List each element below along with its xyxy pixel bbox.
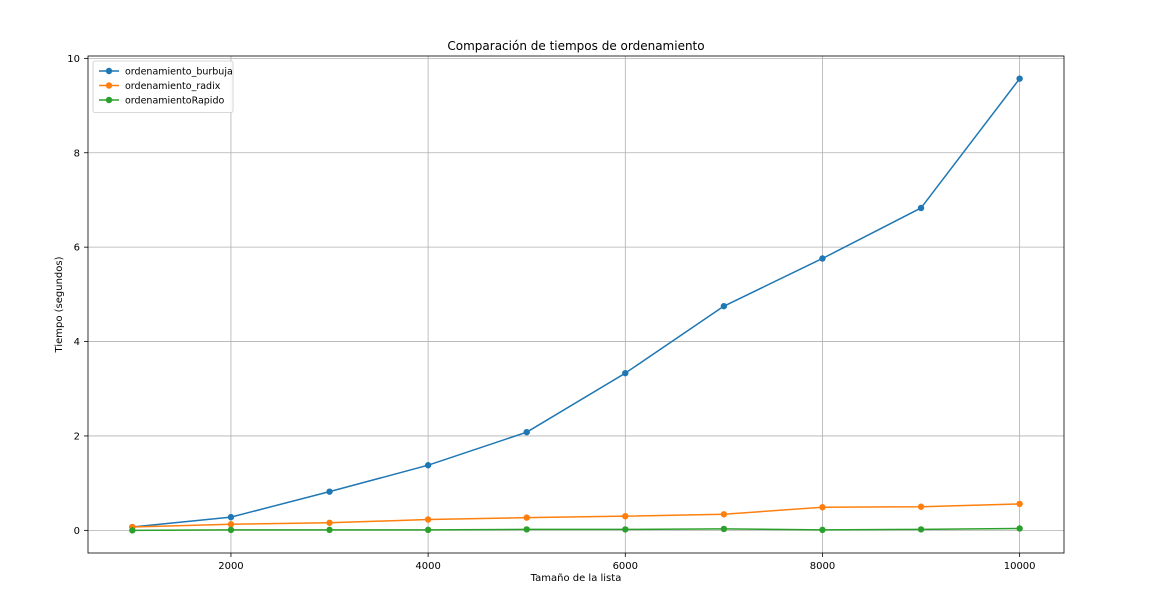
data-point bbox=[326, 519, 333, 526]
legend-marker bbox=[105, 82, 113, 89]
data-point bbox=[227, 521, 235, 528]
series-line bbox=[132, 503, 1020, 528]
x-tick-label: 4000 bbox=[415, 561, 440, 572]
data-point bbox=[326, 488, 333, 495]
data-point bbox=[917, 503, 925, 510]
legend: ordenamiento_burbuja ordenamiento_radixor… bbox=[92, 60, 234, 113]
legend-label: ordenamientoRapido bbox=[125, 96, 224, 107]
axis-ticks: 2000 4000 6000 8000 10000 0 2 4 6 8 10 bbox=[67, 54, 1035, 572]
data-point bbox=[1016, 525, 1023, 532]
data-point bbox=[917, 204, 925, 212]
data-point bbox=[622, 526, 629, 533]
data-point bbox=[819, 526, 826, 534]
data-point bbox=[424, 526, 432, 534]
data-point bbox=[424, 462, 432, 469]
data-point bbox=[227, 526, 235, 534]
data-point bbox=[917, 526, 925, 533]
legend-marker bbox=[105, 96, 113, 104]
y-axis-title: Tiempo (segundos) bbox=[54, 256, 65, 353]
plot-frame bbox=[87, 55, 1065, 554]
data-point bbox=[819, 504, 826, 511]
x-axis-title: Tamaño de la lista bbox=[530, 573, 622, 584]
x-tick-label: 10000 bbox=[1004, 561, 1036, 572]
y-tick-label: 4 bbox=[74, 337, 80, 348]
chart-title: Comparación de tiempos de ordenamiento bbox=[447, 39, 704, 53]
y-tick-label: 0 bbox=[74, 526, 80, 537]
series-line bbox=[132, 527, 1020, 532]
data-point bbox=[523, 428, 530, 436]
y-tick-label: 10 bbox=[67, 54, 80, 65]
y-tick-label: 8 bbox=[74, 148, 80, 159]
data-point bbox=[720, 525, 728, 533]
y-tick-label: 6 bbox=[74, 243, 80, 254]
data-point bbox=[819, 255, 826, 262]
data-point bbox=[622, 369, 629, 377]
data-point bbox=[1016, 500, 1023, 508]
x-tick-label: 6000 bbox=[613, 561, 638, 572]
data-point bbox=[523, 514, 530, 521]
legend-marker bbox=[105, 67, 113, 75]
data-point bbox=[622, 512, 629, 520]
y-tick-label: 2 bbox=[74, 431, 80, 442]
data-point bbox=[720, 511, 728, 518]
data-point bbox=[326, 526, 333, 534]
x-tick-label: 8000 bbox=[810, 561, 835, 572]
data-point bbox=[1016, 75, 1023, 82]
series-layer bbox=[129, 75, 1023, 534]
grid bbox=[88, 56, 1064, 553]
data-point bbox=[720, 302, 728, 310]
legend-frame bbox=[92, 60, 234, 113]
series-ordenamiento_radix bbox=[129, 500, 1023, 531]
data-point bbox=[227, 513, 235, 521]
legend-label: ordenamiento_radix bbox=[125, 81, 221, 92]
data-point bbox=[424, 516, 432, 523]
series-line bbox=[132, 78, 1021, 528]
series-ordenamiento_burbuja bbox=[129, 75, 1023, 531]
data-point bbox=[523, 526, 530, 533]
series-ordenamientoRapido bbox=[129, 525, 1023, 534]
x-tick-label: 2000 bbox=[218, 561, 243, 572]
data-point bbox=[129, 527, 136, 534]
legend-label: ordenamiento_burbuja bbox=[125, 67, 233, 78]
